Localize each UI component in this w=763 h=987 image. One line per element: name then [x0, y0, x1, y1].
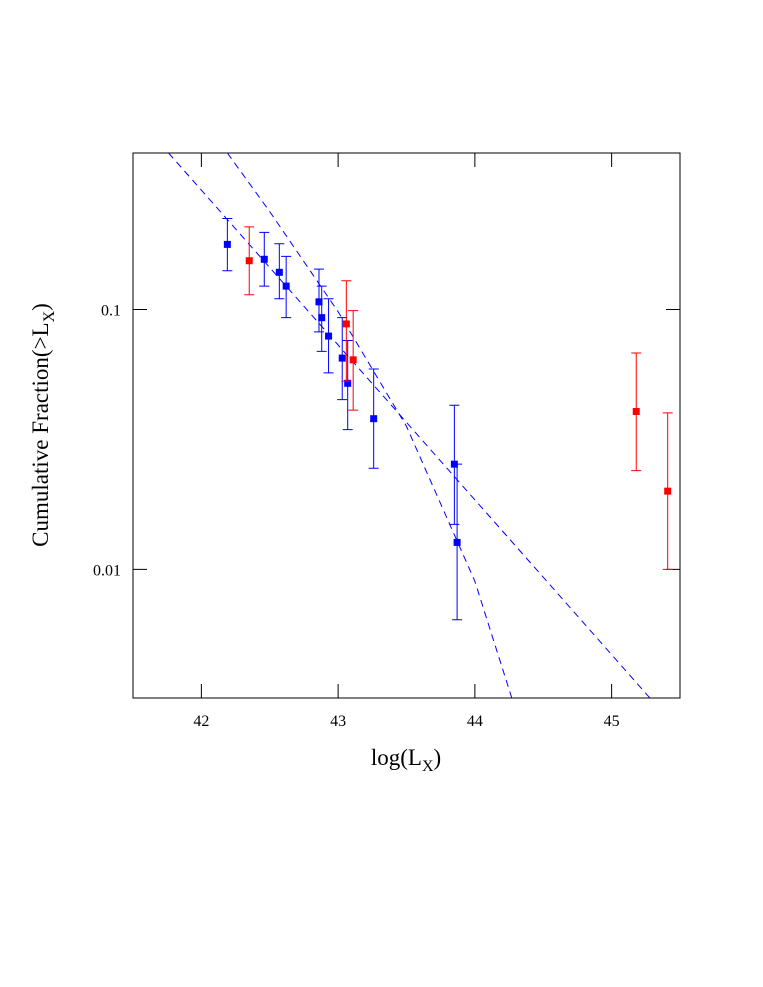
x-tick-label: 44: [467, 713, 483, 730]
x-axis-label: log(LX): [371, 745, 441, 775]
x-tick-label: 43: [330, 713, 346, 730]
y-tick-label: 0.01: [93, 562, 121, 579]
point: [275, 268, 283, 276]
point: [632, 408, 640, 416]
point: [349, 356, 357, 364]
y-axis-label: Cumulative Fraction(>LX): [28, 303, 58, 547]
point: [223, 240, 231, 248]
point: [370, 415, 378, 423]
point: [315, 298, 323, 306]
point: [318, 314, 326, 322]
plot-frame: [132, 152, 681, 699]
point: [282, 282, 290, 290]
point: [245, 257, 253, 265]
point: [325, 332, 333, 340]
point: [344, 379, 352, 387]
fit-line: [168, 153, 651, 698]
error-bar: [341, 280, 352, 382]
y-tick-label: 0.1: [101, 302, 121, 319]
x-tick-label: 45: [604, 713, 620, 730]
fit-line: [226, 153, 513, 698]
point: [664, 487, 672, 495]
x-tick-label: 42: [193, 713, 209, 730]
point: [260, 255, 268, 263]
point: [453, 538, 461, 546]
point: [342, 320, 350, 328]
point: [338, 354, 346, 362]
